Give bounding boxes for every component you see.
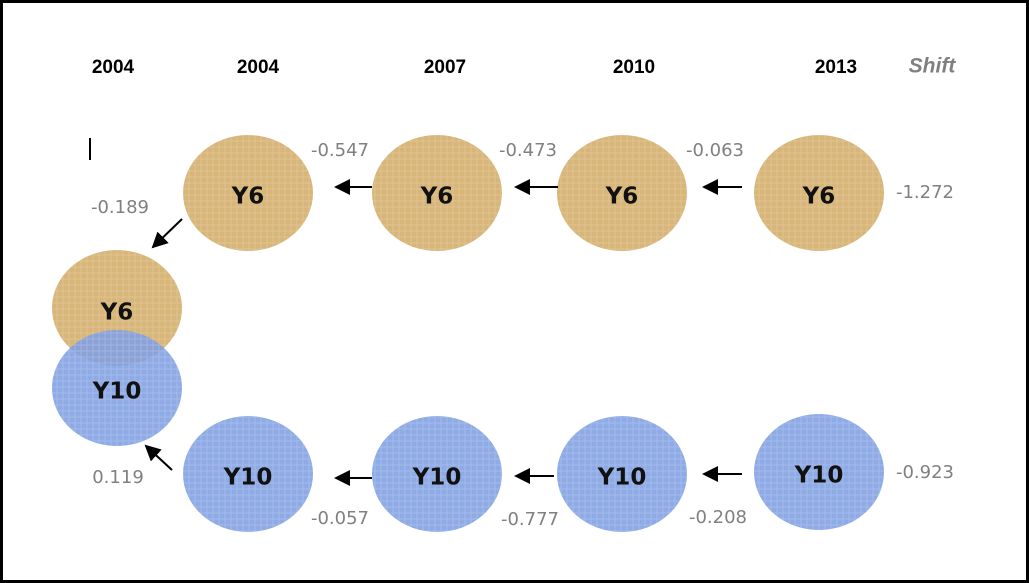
shift-header: Shift <box>909 55 957 78</box>
node-label: Y10 <box>223 465 273 491</box>
node-texture <box>52 250 182 366</box>
shift-value: -0.063 <box>686 140 744 161</box>
arrow <box>144 444 173 471</box>
year-header: 2013 <box>815 57 857 78</box>
node-label: Y10 <box>794 463 844 489</box>
node-label: Y6 <box>605 184 639 210</box>
node-texture <box>754 414 884 530</box>
node-texture <box>557 416 687 532</box>
shift-value: -0.057 <box>311 508 369 529</box>
node-label: Y10 <box>92 379 142 405</box>
node-texture <box>754 135 884 251</box>
shift-value: -0.473 <box>499 140 557 161</box>
year-header: 2004 <box>237 57 280 78</box>
shift-value: -0.923 <box>896 462 954 483</box>
shift-value: 0.119 <box>92 467 144 488</box>
node-label: Y6 <box>100 300 134 326</box>
shift-value: -0.777 <box>501 509 559 530</box>
shift-value: -1.272 <box>896 182 954 203</box>
nodes: Y6 -0.547 Y6 -0.473 Y6 -0.063 Y6 -1.272 Y6 -0.189… <box>52 135 954 532</box>
node-label: Y6 <box>420 184 454 210</box>
node-label: Y6 <box>802 184 836 210</box>
arrow <box>151 218 183 249</box>
node-texture <box>372 135 502 251</box>
year-header: 2010 <box>613 57 655 78</box>
node-label: Y10 <box>412 465 462 491</box>
year-header: 2007 <box>424 57 466 78</box>
node-texture <box>372 416 502 532</box>
shift-value: -0.208 <box>689 507 747 528</box>
node-texture <box>557 135 687 251</box>
shift-value: -0.547 <box>311 140 369 161</box>
node-label: Y10 <box>597 465 647 491</box>
node-texture <box>52 330 182 446</box>
node-texture <box>183 135 313 251</box>
shift-value: -0.189 <box>91 197 149 218</box>
node-label: Y6 <box>231 184 265 210</box>
node-texture <box>183 416 313 532</box>
year-header: 2004 <box>92 57 135 78</box>
